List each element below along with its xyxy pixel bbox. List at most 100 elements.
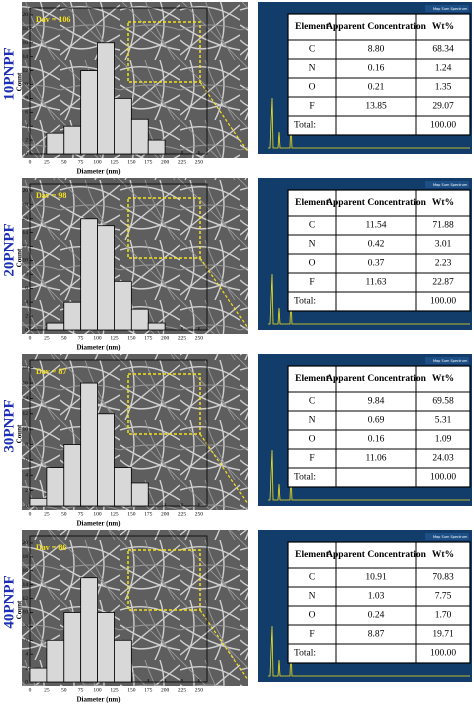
spectrum-header — [425, 181, 469, 188]
spectrum-title: Map Sum Spectrum — [433, 535, 468, 539]
x-tick-label: 225 — [178, 687, 187, 693]
x-tick-label: 250 — [195, 159, 204, 165]
y-tick-label: 10 — [23, 610, 29, 616]
table-cell: 29.07 — [432, 102, 454, 112]
x-tick-label: 250 — [195, 687, 204, 693]
bar — [130, 118, 149, 155]
y-tick-label: 0 — [25, 679, 28, 685]
table-cell: O — [309, 259, 316, 269]
y-axis-label: Count — [16, 600, 24, 619]
bar — [130, 482, 149, 507]
y-tick-label: 20 — [23, 12, 29, 18]
table-cell: 5.31 — [435, 416, 452, 426]
bar — [63, 444, 82, 507]
x-tick-label: 50 — [61, 687, 67, 693]
table-cell: 11.54 — [365, 221, 386, 231]
table-cell: 0.37 — [368, 259, 385, 269]
table-bg — [287, 365, 471, 488]
y-tick-label: 4 — [25, 651, 28, 657]
x-tick-label: 0 — [29, 335, 32, 341]
table-bg — [287, 189, 471, 312]
table-total-value: 100.00 — [430, 473, 456, 483]
annotation: Dav = 86 — [36, 543, 66, 552]
table-cell: 1.03 — [368, 592, 385, 602]
y-tick-label: 2 — [25, 313, 28, 319]
x-tick-label: 200 — [161, 335, 170, 341]
y-tick-label: 16 — [23, 216, 29, 222]
y-tick-label: 18 — [23, 365, 29, 371]
annotation: Dav = 87 — [36, 367, 66, 376]
zoom-box — [127, 549, 201, 611]
x-tick-label: 50 — [61, 511, 67, 517]
table-cell: 0.16 — [368, 64, 385, 74]
y-tick-label: 4 — [25, 299, 28, 305]
y-tick-label: 12 — [23, 411, 29, 417]
table-cell: 1.35 — [435, 83, 452, 93]
bar — [80, 218, 98, 331]
table-cell: C — [309, 45, 315, 55]
bar — [46, 322, 65, 331]
x-tick-label: 25 — [44, 687, 50, 693]
y-tick-label: 2 — [25, 488, 28, 494]
y-tick-label: 10 — [23, 82, 29, 88]
y-tick-label: 2 — [25, 665, 28, 671]
table-total-value: 100.00 — [430, 297, 456, 307]
table-header: Wt% — [432, 550, 454, 560]
x-tick-label: 200 — [161, 511, 170, 517]
x-tick-label: 75 — [78, 159, 84, 165]
table-cell: C — [309, 573, 315, 583]
y-tick-label: 8 — [25, 624, 28, 630]
x-axis-label: Diameter (nm) — [77, 344, 122, 352]
table-cell: 11.63 — [365, 278, 386, 288]
spectrum-title: Map Sum Spectrum — [433, 359, 468, 363]
y-tick-label: 16 — [23, 380, 29, 386]
bar — [147, 322, 166, 331]
y-tick-label: 14 — [23, 396, 29, 402]
y-tick-label: 16 — [23, 40, 29, 46]
bar — [114, 639, 132, 683]
bar — [130, 308, 149, 331]
x-tick-label: 125 — [110, 687, 119, 693]
x-tick-label: 25 — [44, 335, 50, 341]
table-cell: N — [309, 592, 316, 602]
zoom-link — [199, 257, 249, 329]
bar — [29, 497, 48, 507]
table-cell: F — [309, 102, 314, 112]
x-tick-label: 25 — [44, 159, 50, 165]
table-cell: 9.84 — [368, 397, 385, 407]
y-axis-label: Count — [16, 72, 24, 91]
y-tick-label: 14 — [23, 582, 29, 588]
x-tick-label: 125 — [110, 335, 119, 341]
zoom-link — [199, 433, 249, 505]
table-cell: N — [309, 64, 316, 74]
table-cell: 22.87 — [432, 278, 454, 288]
y-axis-label: Count — [16, 248, 24, 267]
table-header: Element — [295, 198, 330, 208]
bar — [63, 612, 82, 683]
y-tick-label: 6 — [25, 286, 28, 292]
x-tick-label: 225 — [178, 159, 187, 165]
y-tick-label: 18 — [23, 554, 29, 560]
x-tick-label: 225 — [178, 511, 187, 517]
x-tick-label: 75 — [78, 335, 84, 341]
x-tick-label: 250 — [195, 335, 204, 341]
x-tick-label: 100 — [93, 511, 102, 517]
zoom-link — [199, 81, 249, 153]
x-tick-label: 200 — [161, 687, 170, 693]
table-cell: F — [309, 278, 314, 288]
panel-label: 10PNPF — [1, 47, 17, 100]
y-tick-label: 10 — [23, 426, 29, 432]
table-cell: 7.75 — [435, 592, 452, 602]
x-axis-label: Diameter (nm) — [77, 696, 122, 704]
bar — [114, 97, 132, 155]
x-tick-label: 150 — [127, 335, 136, 341]
y-axis-label: Count — [16, 424, 24, 443]
bar — [114, 467, 132, 507]
table-cell: 1.09 — [435, 435, 452, 445]
table-cell: 24.03 — [432, 454, 454, 464]
table-bg — [287, 13, 471, 136]
table-cell: 0.42 — [368, 240, 385, 250]
spectrum-title: Map Sum Spectrum — [433, 7, 468, 11]
table-header: Apparent Concentration — [326, 550, 427, 560]
